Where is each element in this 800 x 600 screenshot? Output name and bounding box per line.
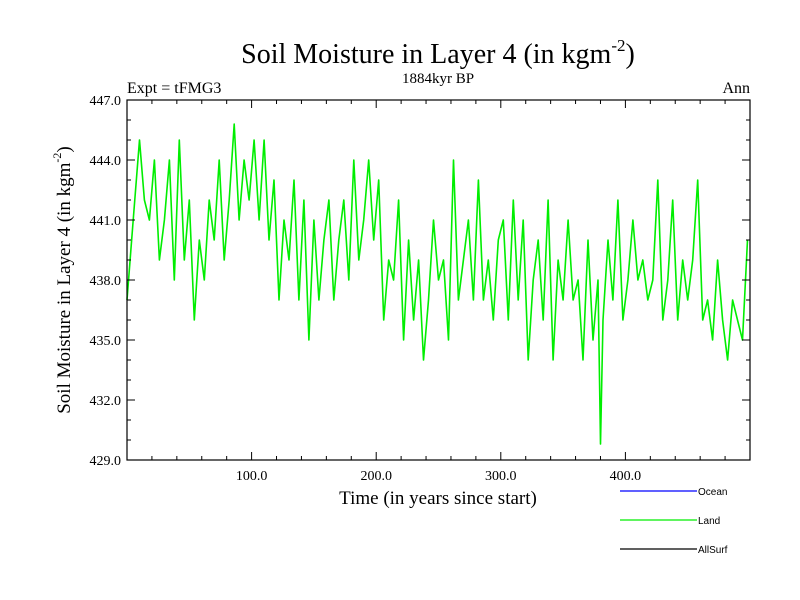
legend: Ocean Land AllSurf [620, 487, 728, 556]
chart-title-close: ) [626, 39, 635, 70]
y-tick-label: 441.0 [90, 214, 122, 229]
chart-title-main: Soil Moisture in Layer 4 (in kgm [241, 39, 611, 70]
x-tick-label: 300.0 [485, 469, 517, 484]
season-label: Ann [722, 80, 750, 97]
series-layer [126, 123, 749, 445]
chart-subtitle: 1884kyr BP [402, 71, 474, 87]
x-axis-label: Time (in years since start) [339, 488, 537, 509]
legend-label-allsurf: AllSurf [698, 545, 728, 556]
y-tick-label: 444.0 [90, 154, 122, 169]
y-tick-label: 432.0 [90, 394, 122, 409]
experiment-label: Expt = tFMG3 [127, 80, 221, 97]
chart-title: Soil Moisture in Layer 4 (in kgm-2) [241, 36, 635, 70]
x-tick-label: 100.0 [236, 469, 268, 484]
y-axis-label: Soil Moisture in Layer 4 (in kgm-2) [50, 146, 75, 414]
y-axis-label-sup: -2 [50, 153, 64, 163]
series-line-land [126, 123, 749, 445]
y-tick-label: 438.0 [90, 274, 122, 289]
y-tick-label: 447.0 [90, 94, 122, 109]
y-tick-label: 429.0 [90, 454, 122, 469]
x-tick-label: 200.0 [360, 469, 392, 484]
legend-label-ocean: Ocean [698, 487, 727, 498]
tick-layer: 429.0 432.0 435.0 438.0 441.0 444.0 447.0 100.0… [90, 94, 750, 484]
legend-label-land: Land [698, 516, 720, 527]
y-axis-label-main: Soil Moisture in Layer 4 (in kgm [54, 162, 75, 413]
chart-title-sup: -2 [611, 36, 625, 55]
y-axis-label-close: ) [54, 146, 75, 152]
x-tick-label: 400.0 [610, 469, 642, 484]
y-tick-label: 435.0 [90, 334, 122, 349]
